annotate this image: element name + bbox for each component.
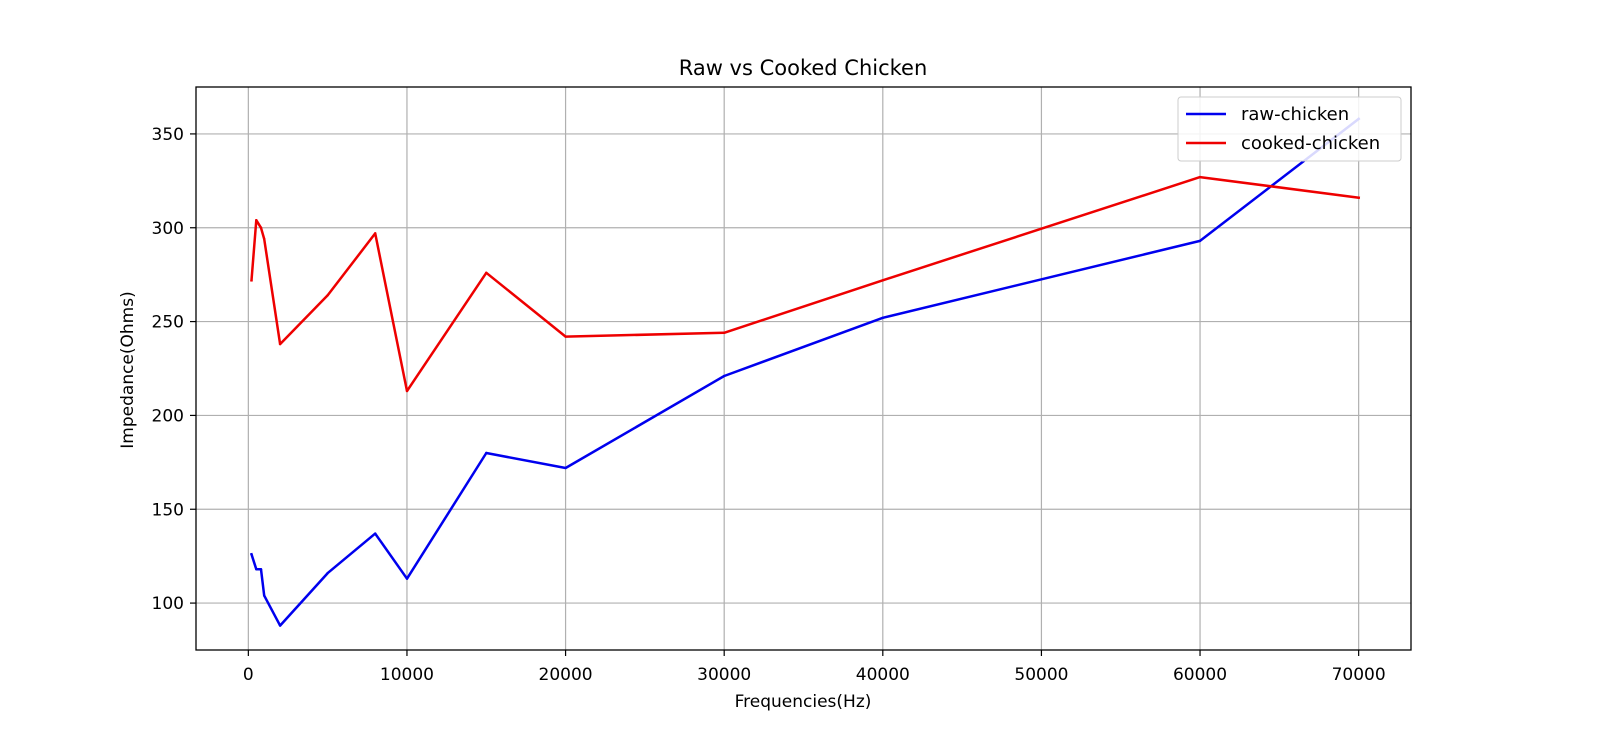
data-point-raw-chicken: [250, 553, 253, 556]
x-tick-label: 50000: [1014, 665, 1068, 685]
legend: raw-chicken cooked-chicken: [1177, 96, 1402, 162]
series-line-cooked-chicken: [250, 175, 1361, 393]
legend-box: [1177, 96, 1402, 162]
data-point-raw-chicken: [259, 568, 263, 571]
data-point-raw-chicken: [278, 624, 282, 627]
x-tick-label: 40000: [856, 665, 910, 685]
series-line-raw-chicken: [249, 117, 1361, 627]
data-point-cooked-chicken: [278, 342, 282, 346]
data-point-raw-chicken: [1198, 239, 1202, 243]
x-tick-label: 0: [243, 665, 254, 685]
y-tick-label: 200: [152, 406, 184, 426]
data-point-raw-chicken: [881, 316, 885, 320]
plot-frame: [195, 86, 1412, 651]
y-tick-label: 150: [152, 500, 184, 520]
data-point-raw-chicken: [564, 466, 567, 470]
ticks: 0 10000 20000 30000 40000 50000 60000 70000 100 1…: [152, 125, 1386, 685]
y-tick-label: 250: [152, 313, 184, 333]
data-point-raw-chicken: [405, 577, 409, 580]
data-point-cooked-chicken: [263, 237, 266, 241]
x-axis-label: Frequencies(Hz): [735, 692, 872, 712]
series-layer: [249, 117, 1361, 627]
x-tick-label: 30000: [697, 665, 751, 685]
data-point-raw-chicken: [722, 374, 726, 378]
x-tick-label: 70000: [1332, 665, 1386, 685]
data-point-raw-chicken: [263, 594, 266, 597]
data-point-cooked-chicken: [485, 271, 488, 274]
data-point-cooked-chicken: [1357, 196, 1360, 199]
y-tick-label: 350: [152, 125, 184, 145]
data-point-raw-chicken: [326, 571, 329, 575]
x-tick-label: 10000: [380, 665, 434, 685]
data-point-cooked-chicken: [722, 331, 726, 335]
x-tick-label: 60000: [1173, 665, 1227, 685]
data-point-raw-chicken: [374, 532, 377, 535]
data-point-cooked-chicken: [250, 279, 253, 282]
legend-label-raw-chicken: raw-chicken: [1241, 104, 1349, 125]
data-point-cooked-chicken: [405, 389, 409, 393]
data-point-cooked-chicken: [255, 219, 258, 222]
data-point-cooked-chicken: [1198, 175, 1202, 179]
data-point-cooked-chicken: [326, 294, 329, 297]
y-tick-label: 300: [152, 219, 184, 239]
y-axis-label: Impedance(Ohms): [118, 291, 138, 448]
data-point-raw-chicken: [255, 568, 258, 571]
data-point-cooked-chicken: [259, 226, 263, 229]
x-tick-label: 20000: [539, 665, 593, 685]
grid: [196, 87, 1411, 650]
data-point-cooked-chicken: [374, 232, 377, 235]
data-point-raw-chicken: [485, 451, 488, 455]
data-point-cooked-chicken: [881, 279, 885, 282]
chart-title: Raw vs Cooked Chicken: [679, 56, 928, 80]
legend-label-cooked-chicken: cooked-chicken: [1241, 133, 1380, 154]
y-tick-label: 100: [152, 594, 184, 614]
data-point-cooked-chicken: [564, 335, 567, 338]
